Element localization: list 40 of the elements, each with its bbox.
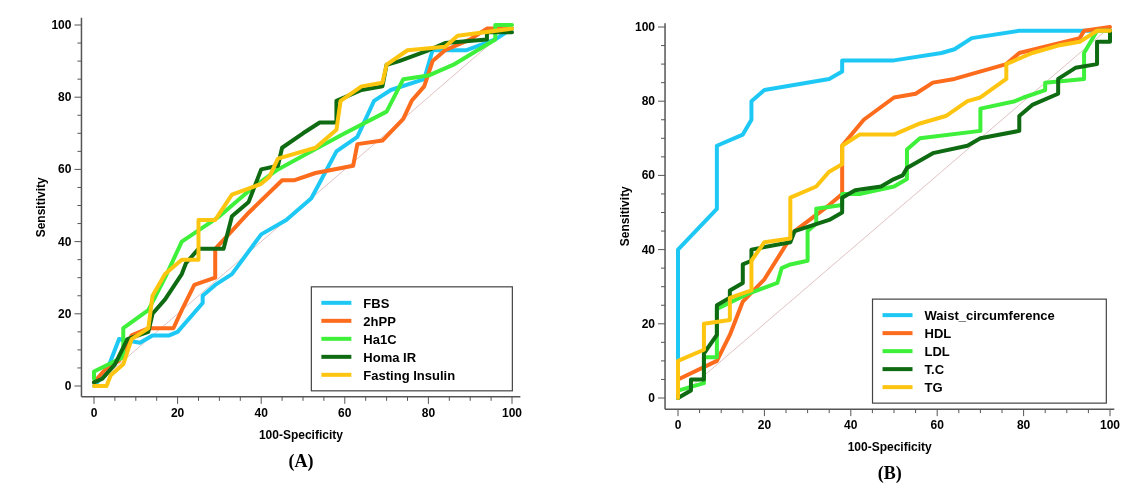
x-tick-label: 0: [674, 418, 682, 433]
y-tick-label: 20: [58, 306, 72, 321]
legend-label: HDL: [924, 326, 952, 342]
legend-label: Homa IR: [363, 349, 417, 365]
text: (A): [288, 450, 314, 472]
y-tick-label: 60: [641, 168, 656, 183]
y-axis-title: Sensitivity: [34, 176, 49, 238]
y-axis-title: Sensitivity: [618, 185, 633, 247]
y-tick-label: 80: [641, 94, 656, 109]
x-tick-label: 40: [254, 405, 269, 420]
x-tick-label: 60: [930, 418, 945, 433]
legend-label: Ha1C: [363, 331, 398, 347]
x-tick-label: 20: [170, 405, 185, 420]
legend-label: T.C: [924, 362, 945, 378]
y-tick-label: 20: [641, 316, 656, 331]
legend-label: Fasting Insulin: [363, 367, 456, 383]
x-axis-title: 100-Specificity: [258, 427, 344, 442]
y-tick-label: 40: [58, 234, 72, 249]
x-tick-label: 0: [90, 405, 98, 420]
text: (B): [877, 463, 902, 485]
legend-label: FBS: [363, 295, 390, 311]
legend-label: LDL: [924, 344, 950, 360]
y-tick-label: 0: [648, 391, 656, 405]
x-tick-label: 100: [501, 405, 523, 420]
y-tick-label: 100: [635, 20, 656, 34]
x-tick-label: 60: [338, 405, 352, 420]
x-tick-label: 80: [421, 405, 436, 420]
x-tick-label: 80: [1016, 418, 1031, 433]
legend-label: Waist_circumference: [924, 308, 1055, 324]
x-tick-label: 100: [1099, 418, 1121, 433]
y-tick-label: 60: [58, 162, 72, 177]
y-tick-label: 0: [64, 379, 72, 393]
x-tick-label: 20: [757, 418, 772, 433]
y-tick-label: 100: [51, 18, 72, 32]
y-tick-label: 40: [641, 242, 656, 257]
x-axis-title: 100-Specificity: [847, 440, 933, 455]
legend-label: TG: [924, 380, 943, 396]
x-tick-label: 40: [844, 418, 858, 433]
legend-label: 2hPP: [363, 313, 397, 329]
y-tick-label: 80: [58, 90, 72, 105]
